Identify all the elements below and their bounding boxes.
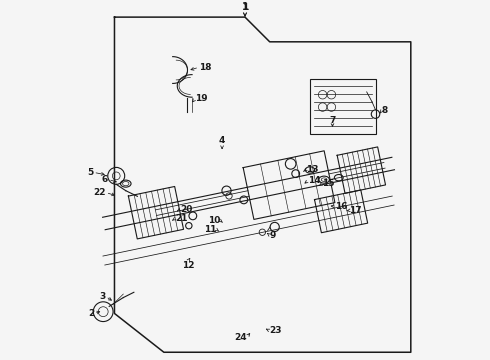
Text: 4: 4 <box>219 136 225 145</box>
Text: 6: 6 <box>102 175 108 184</box>
Text: 7: 7 <box>329 116 336 125</box>
Text: 1: 1 <box>242 3 248 12</box>
Text: 16: 16 <box>335 202 347 211</box>
Text: 11: 11 <box>204 225 217 234</box>
Text: 17: 17 <box>349 206 362 215</box>
Text: 13: 13 <box>306 165 318 174</box>
Text: 10: 10 <box>208 216 220 225</box>
Text: 9: 9 <box>270 231 276 240</box>
Bar <box>310 79 375 134</box>
Text: 21: 21 <box>175 214 188 223</box>
Text: 2: 2 <box>88 309 94 318</box>
Text: 14: 14 <box>309 176 321 185</box>
Text: 22: 22 <box>93 188 106 197</box>
Text: 24: 24 <box>234 333 247 342</box>
Text: 20: 20 <box>180 205 193 214</box>
Text: 3: 3 <box>99 292 106 301</box>
Text: 23: 23 <box>269 326 281 335</box>
Text: 1: 1 <box>242 2 248 12</box>
Text: 18: 18 <box>199 63 212 72</box>
Text: 8: 8 <box>382 106 388 115</box>
Text: 15: 15 <box>322 180 334 189</box>
Text: 19: 19 <box>195 94 208 103</box>
Text: 12: 12 <box>182 261 194 270</box>
Text: 5: 5 <box>87 168 93 177</box>
